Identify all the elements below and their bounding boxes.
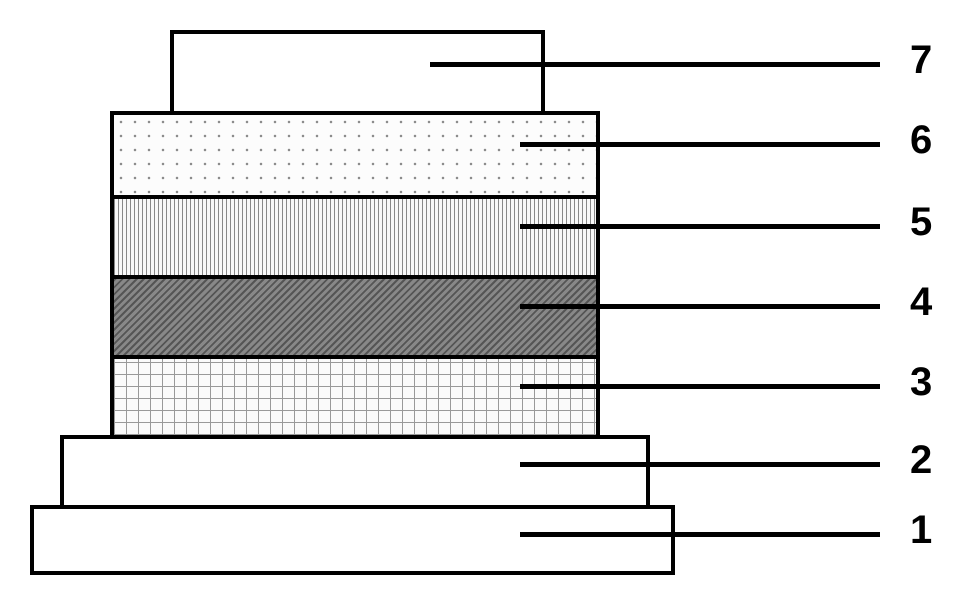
- leader-line-3: [520, 384, 880, 389]
- label-6: 6: [910, 118, 932, 163]
- leader-line-7: [430, 62, 880, 67]
- layer-2: [60, 435, 650, 509]
- label-1: 1: [910, 508, 932, 553]
- layer-stack-diagram: [30, 15, 675, 575]
- label-2: 2: [910, 438, 932, 483]
- label-7: 7: [910, 38, 932, 83]
- layer-1: [30, 505, 675, 575]
- layer-6: [110, 111, 600, 199]
- label-5: 5: [910, 200, 932, 245]
- layer-7: [170, 30, 545, 115]
- leader-line-4: [520, 304, 880, 309]
- leader-line-6: [520, 142, 880, 147]
- leader-line-1: [520, 532, 880, 537]
- leader-line-2: [520, 462, 880, 467]
- layer-3: [110, 355, 600, 439]
- layer-5: [110, 195, 600, 279]
- label-4: 4: [910, 280, 932, 325]
- layer-4: [110, 275, 600, 359]
- leader-line-5: [520, 224, 880, 229]
- label-3: 3: [910, 360, 932, 405]
